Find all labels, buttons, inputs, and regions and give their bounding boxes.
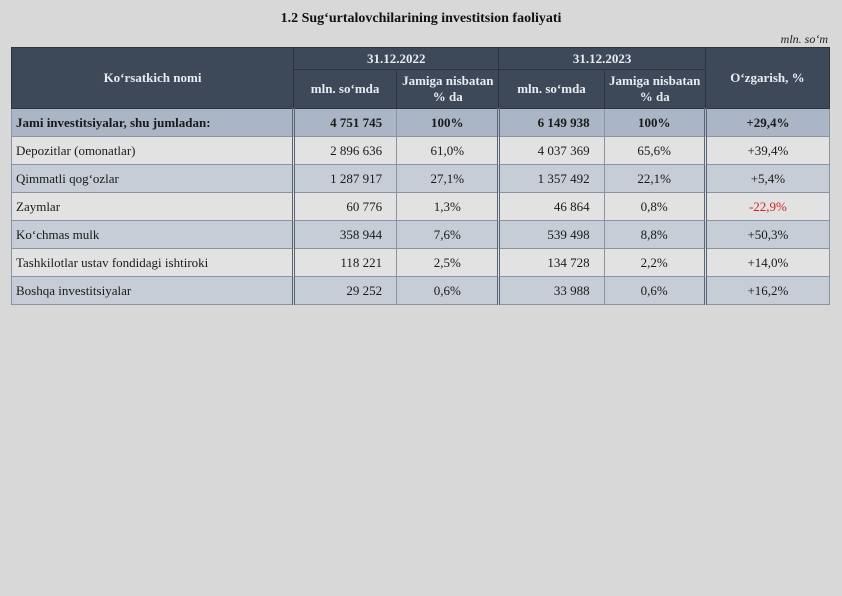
table-cell: 4 751 745 (291, 108, 398, 137)
table: Ko‘rsatkich nomi 31.12.2022 31.12.2023 O… (11, 47, 831, 305)
table-cell: 1,3% (396, 192, 500, 221)
header-amount: mln. so‘mda (498, 69, 605, 109)
table-row: Ko‘chmas mulk 358 944 7,6% 539 498 8,8% +50,3… (11, 220, 831, 249)
header-share: Jamiga nisbatan % da (603, 69, 706, 109)
table-cell: 118 221 (291, 248, 398, 277)
table-cell: 1 287 917 (291, 164, 398, 193)
table-cell: -22,9% (703, 192, 831, 221)
table-cell: 2,2% (603, 248, 706, 277)
header-amount: mln. so‘mda (292, 69, 398, 109)
header-change: O‘zgarish, % (704, 47, 831, 109)
header-date: 31.12.2023 (498, 47, 706, 70)
table-row: Jami investitsiyalar, shu jumladan: 4 751… (11, 108, 831, 137)
table-cell: 539 498 (497, 220, 605, 249)
table-cell: +39,4% (703, 136, 831, 165)
table-cell: Depozitlar (omonatlar) (11, 136, 294, 165)
header-share: Jamiga nisbatan % da (396, 69, 500, 109)
table-cell: 6 149 938 (497, 108, 605, 137)
table-cell: 358 944 (291, 220, 398, 249)
unit: mln. so‘m (780, 32, 828, 46)
table-cell: 61,0% (396, 136, 500, 165)
table-cell: 46 864 (497, 192, 605, 221)
title: 1.2 Sug‘urtalovchilarining investitsion … (280, 11, 562, 26)
table-cell: 7,6% (396, 220, 500, 249)
table-cell: 60 776 (291, 192, 398, 221)
table-body: Jami investitsiyalar, shu jumladan: 4 751… (11, 108, 831, 305)
table-cell: Qimmatli qog‘ozlar (11, 164, 294, 193)
table-cell: 134 728 (497, 248, 605, 277)
table-row: Qimmatli qog‘ozlar 1 287 917 27,1% 1 357 49… (11, 164, 831, 193)
table-cell: 100% (603, 108, 706, 137)
table-cell: 2 896 636 (291, 136, 398, 165)
table-cell: 0,8% (603, 192, 706, 221)
table-cell: Zaymlar (11, 192, 294, 221)
table-cell: +14,0% (703, 248, 831, 277)
table-cell: 2,5% (396, 248, 500, 277)
table-cell: 65,6% (603, 136, 706, 165)
header-date: 31.12.2022 (292, 47, 500, 70)
table-cell: 1 357 492 (497, 164, 605, 193)
table-cell: Jami investitsiyalar, shu jumladan: (11, 108, 294, 137)
table-cell: Ko‘chmas mulk (11, 220, 294, 249)
table-cell: 100% (396, 108, 500, 137)
table-row: Depozitlar (omonatlar) 2 896 636 61,0% 4 03… (11, 136, 831, 165)
table-row: Zaymlar 60 776 1,3% 46 864 0,8% -22,9% (11, 192, 831, 221)
table-cell: Tashkilotlar ustav fondidagi ishtiroki (11, 248, 294, 277)
table-row: Boshqa investitsiyalar 29 252 0,6% 33 988 0,… (11, 276, 831, 305)
table-cell: 22,1% (603, 164, 706, 193)
table-cell: 27,1% (396, 164, 500, 193)
table-cell: 33 988 (497, 276, 605, 305)
table-cell: 0,6% (396, 276, 500, 305)
table-cell: 8,8% (603, 220, 706, 249)
table-cell: 29 252 (291, 276, 398, 305)
table-cell: +5,4% (703, 164, 831, 193)
header-name: Ko‘rsatkich nomi (11, 47, 294, 109)
table-cell: +50,3% (703, 220, 831, 249)
table-cell: +16,2% (703, 276, 831, 305)
table-cell: 4 037 369 (497, 136, 605, 165)
table-cell: 0,6% (603, 276, 706, 305)
table-cell: +29,4% (703, 108, 831, 137)
table-row: Tashkilotlar ustav fondidagi ishtiroki 11… (11, 248, 831, 277)
table-cell: Boshqa investitsiyalar (11, 276, 294, 305)
